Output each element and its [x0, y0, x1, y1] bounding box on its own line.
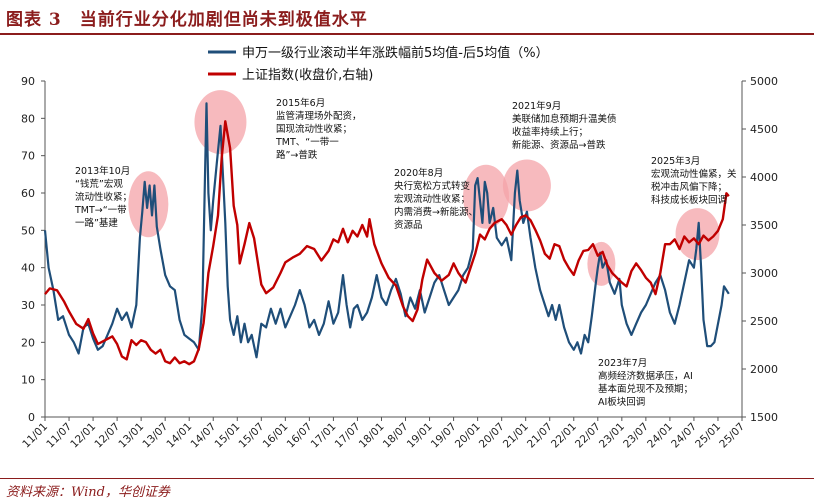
y-left-tick-label: 20 [21, 336, 35, 349]
annotation-text: 2013年10月“钱荒”宏观流动性收紧； TMT→“一带一路”基建 [74, 165, 132, 229]
annotation-line: AI板块回调 [598, 396, 645, 408]
annotation-line: 高频经济数据承压，AI [598, 370, 693, 382]
y-left-tick-label: 60 [21, 187, 35, 200]
annotation-line: TMT→“一带 [74, 205, 127, 216]
x-tick-label: 14/01 [164, 421, 194, 451]
annotation-line: 2023年7月 [598, 357, 647, 369]
annotation-line: 2015年6月 [276, 97, 325, 109]
annotation-line: 基本面兑现不及预期； [598, 383, 693, 395]
x-tick-label: 16/07 [285, 421, 315, 451]
y-left-tick-label: 50 [21, 224, 35, 237]
title-bar: 图表 3 当前行业分化加剧但尚未到极值水平 [0, 0, 814, 35]
annotation-text: 2015年6月监管清理场外配资，国现流动性收紧； TMT、“一带一路”→普跌 [275, 97, 362, 161]
y-right-tick-label: 2000 [750, 363, 778, 376]
x-tick-label: 11/07 [44, 421, 74, 451]
x-tick-label: 20/07 [477, 421, 507, 451]
y-left-tick-label: 80 [21, 112, 35, 125]
y-left-tick-label: 70 [21, 150, 35, 163]
annotation-line: 流动性收紧； [75, 191, 132, 203]
x-tick-label: 21/01 [501, 421, 531, 451]
y-right-tick-label: 3000 [750, 267, 778, 280]
x-tick-label: 22/07 [573, 421, 603, 451]
y-right-tick-label: 2500 [750, 315, 778, 328]
source-divider [0, 478, 814, 479]
annotation-line: 2013年10月 [75, 165, 130, 177]
legend: 申万一级行业滚动半年涨跌幅前5均值-后5均值（%） 上证指数(收盘价,右轴) [208, 45, 549, 83]
y-left-tick-label: 30 [21, 299, 35, 312]
x-tick-label: 13/07 [140, 421, 170, 451]
y-left-tick-label: 10 [21, 374, 35, 387]
x-tick-label: 12/07 [92, 421, 122, 451]
x-tick-label: 11/01 [20, 421, 50, 451]
x-tick-label: 24/07 [669, 421, 699, 451]
x-tick-label: 24/01 [645, 421, 675, 451]
annotation-line: 宏观流动性收紧； [394, 193, 470, 205]
legend-label: 上证指数(收盘价,右轴) [242, 67, 373, 83]
x-tick-label: 18/07 [381, 421, 411, 451]
annotation-text: 2023年7月高频经济数据承压，AI 基本面兑现不及预期； AI板块回调 [598, 357, 693, 408]
x-tick-label: 19/07 [429, 421, 459, 451]
annotation-line: 央行宽松方式转变 [394, 180, 471, 192]
annotation-text: 2025年3月宏观流动性偏紧，关税冲击风偏下降；科技成长板块回调 [651, 155, 737, 206]
x-tick-label: 13/01 [116, 421, 146, 451]
annotation-line: 内需消费→新能源、 [394, 206, 478, 218]
y-right-tick-label: 3500 [750, 219, 778, 232]
series-line-index [44, 120, 730, 366]
annotation-line: 税冲击风偏下降； [651, 181, 727, 193]
title-divider [0, 33, 814, 35]
annotation-text: 2020年8月央行宽松方式转变宏观流动性收紧；内需消费→新能源、资源品 [394, 167, 478, 231]
annotation-line: 2025年3月 [651, 155, 700, 167]
y-right-tick-label: 1500 [750, 411, 778, 424]
annotation-layer: 2013年10月“钱荒”宏观流动性收紧； TMT→“一带一路”基建 2015年6月监… [74, 97, 737, 408]
annotation-text: 2021年9月美联储加息预期升温美债收益率持续上行；新能源、资源品→普跌 [512, 100, 617, 151]
annotation-line: 2020年8月 [394, 167, 443, 179]
series-layer [43, 102, 730, 366]
x-tick-label: 23/07 [621, 421, 651, 451]
annotation-line: “钱荒”宏观 [75, 178, 123, 190]
x-tick-label: 17/01 [309, 421, 339, 451]
annotation-line: 一路”基建 [75, 217, 118, 229]
annotation-line: 资源品 [394, 220, 423, 231]
annotation-line: 国现流动性收紧； [276, 123, 352, 135]
x-tick-label: 19/01 [405, 421, 435, 451]
annotation-line: 监管清理场外配资， [276, 110, 362, 122]
annotation-line: 新能源、资源品→普跌 [512, 139, 606, 151]
line-chart: 0 10 20 30 40 50 60 70 80 90 1500 2000 2500 3000 3500 4… [20, 45, 778, 451]
x-tick-label: 16/01 [261, 421, 291, 451]
x-tick-label: 25/01 [693, 421, 723, 451]
highlight-circle [502, 159, 551, 212]
y-left-tick-label: 40 [21, 262, 35, 275]
x-tick-label: 20/01 [453, 421, 483, 451]
x-tick-label: 23/01 [597, 421, 627, 451]
y-right-tick-label: 5000 [750, 75, 778, 88]
annotation-line: 2021年9月 [512, 100, 561, 112]
x-tick-label: 18/01 [357, 421, 387, 451]
page-title: 图表 3 当前行业分化加剧但尚未到极值水平 [6, 10, 368, 30]
annotation-line: 科技成长板块回调 [651, 194, 727, 206]
y-left-tick-label: 0 [28, 411, 35, 424]
y-left-tick-label: 90 [21, 75, 35, 88]
x-tick-label: 15/07 [237, 421, 267, 451]
y-right-tick-label: 4500 [750, 123, 778, 136]
y-right-tick-label: 4000 [750, 171, 778, 184]
x-tick-label: 17/07 [333, 421, 363, 451]
source-note: 资料来源：Wind，华创证券 [6, 485, 170, 500]
annotation-line: 路”→普跌 [276, 149, 318, 161]
legend-label: 申万一级行业滚动半年涨跌幅前5均值-后5均值（%） [242, 45, 549, 61]
annotation-line: 美联储加息预期升温美债 [512, 113, 617, 125]
annotation-line: 宏观流动性偏紧，关 [651, 168, 737, 180]
x-tick-label: 12/01 [68, 421, 98, 451]
annotation-line: 收益率持续上行； [512, 126, 588, 138]
annotation-line: TMT、“一带一 [275, 137, 339, 148]
x-tick-label: 21/07 [525, 421, 555, 451]
x-tick-label: 14/07 [188, 421, 218, 451]
x-tick-label: 22/01 [549, 421, 579, 451]
x-tick-label: 15/01 [213, 421, 243, 451]
x-tick-label: 25/07 [717, 421, 747, 451]
